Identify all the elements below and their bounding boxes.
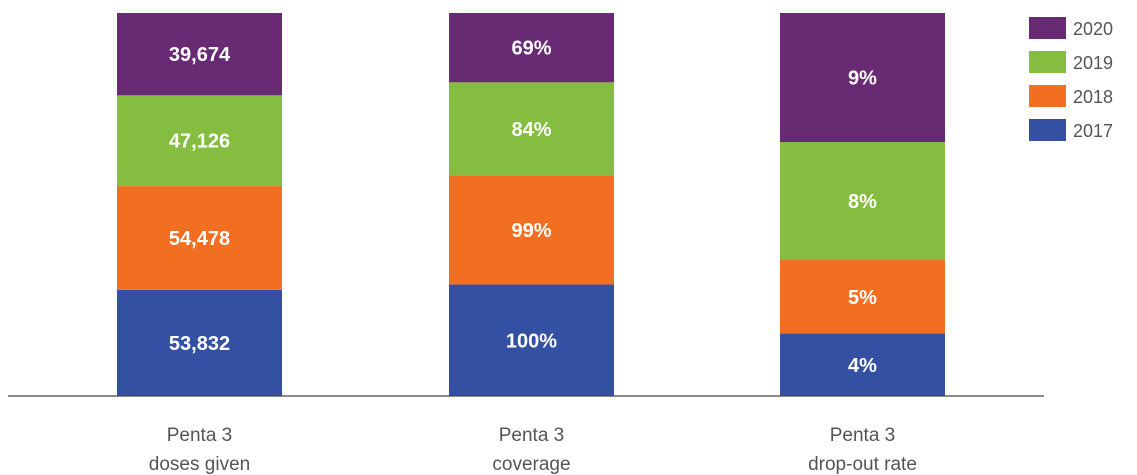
data-label-2017-cat-1: 100%	[506, 330, 557, 352]
legend-swatch-2018	[1029, 85, 1066, 107]
bar-segment-2019-cat-0	[117, 95, 282, 187]
bar-segment-2018-cat-0	[117, 186, 282, 290]
bar-segment-2017-cat-2	[780, 333, 945, 396]
category-label-2-line-1: drop-out rate	[808, 454, 917, 475]
bar-segment-2019-cat-2	[780, 142, 945, 261]
data-label-2019-cat-2: 8%	[848, 191, 877, 213]
data-label-2019-cat-1: 84%	[511, 119, 551, 141]
data-label-2017-cat-2: 4%	[848, 355, 877, 377]
bar-segment-2020-cat-2	[780, 13, 945, 143]
bar-segment-2020-cat-1	[449, 13, 614, 83]
legend-label-2018: 2018	[1073, 87, 1113, 107]
data-label-2020-cat-1: 69%	[511, 38, 551, 60]
bar-segment-2017-cat-1	[449, 284, 614, 396]
legend-label-2020: 2020	[1073, 19, 1113, 39]
bar-segment-2019-cat-1	[449, 82, 614, 176]
data-label-2018-cat-2: 5%	[848, 287, 877, 309]
category-label-0-line-0: Penta 3	[167, 425, 233, 446]
data-label-2020-cat-2: 9%	[848, 68, 877, 90]
legend-swatch-2019	[1029, 51, 1066, 73]
bar-segment-2018-cat-1	[449, 175, 614, 285]
legend-swatch-2017	[1029, 119, 1066, 141]
data-label-2019-cat-0: 47,126	[169, 131, 230, 153]
legend-swatch-2020	[1029, 17, 1066, 39]
category-label-1-line-1: coverage	[492, 454, 570, 475]
category-label-1-line-0: Penta 3	[499, 425, 565, 446]
category-label-2-line-0: Penta 3	[830, 425, 896, 446]
data-label-2018-cat-1: 99%	[511, 220, 551, 242]
data-label-2018-cat-0: 54,478	[169, 228, 230, 250]
data-label-2020-cat-0: 39,674	[169, 44, 231, 66]
bars-group: 53,832 54,478 47,126 39,674 100% 99% 84% 69% 4% 5…	[117, 13, 945, 396]
category-labels: Penta 3 doses given Penta 3 coverage Penta 3…	[149, 425, 917, 475]
bar-segment-2017-cat-0	[117, 289, 282, 396]
legend: 2020 2019 2018 2017	[1029, 17, 1113, 141]
legend-label-2019: 2019	[1073, 53, 1113, 73]
data-label-2017-cat-0: 53,832	[169, 333, 230, 355]
bar-segment-2020-cat-0	[117, 13, 282, 96]
legend-label-2017: 2017	[1073, 121, 1113, 141]
category-label-0-line-1: doses given	[149, 454, 250, 475]
bar-segment-2018-cat-2	[780, 260, 945, 334]
